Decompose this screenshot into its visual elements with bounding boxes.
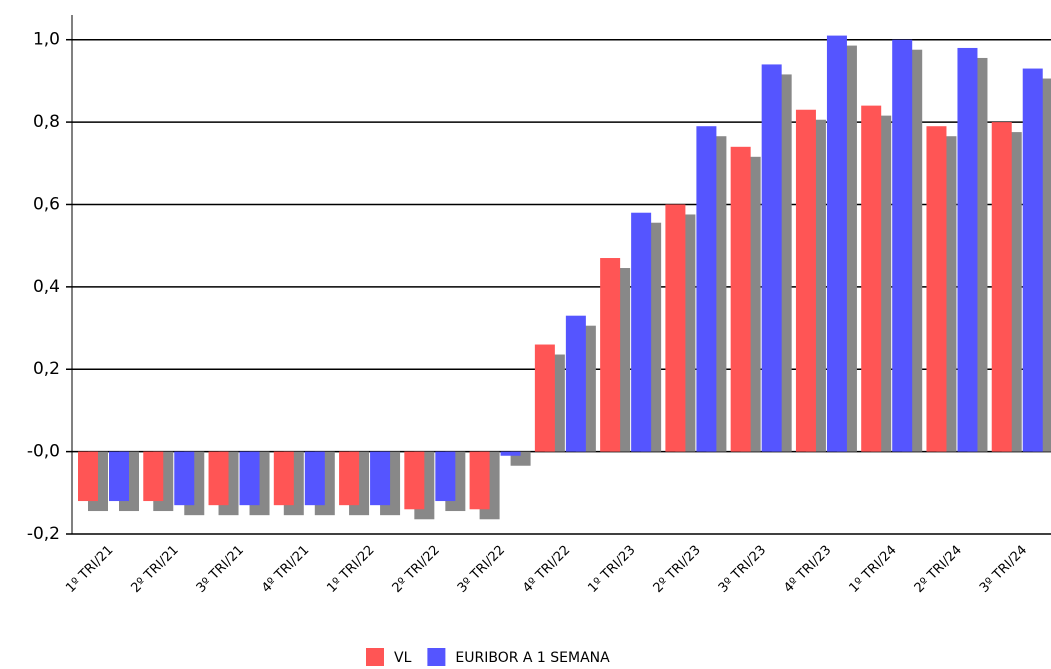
bar (826, 35, 847, 452)
bar (861, 105, 882, 452)
bar (435, 451, 456, 502)
x-tick-label: 1º TRI/24 (846, 543, 899, 596)
y-tick-label: 0,2 (33, 359, 60, 379)
bar (565, 315, 586, 452)
y-tick-label: 1,0 (33, 30, 60, 50)
x-tick-label: 2º TRI/24 (912, 543, 965, 596)
x-tick-label: 3º TRI/21 (194, 543, 247, 596)
bar (761, 64, 782, 452)
legend-swatch (366, 648, 384, 666)
y-tick-label: 0,6 (33, 194, 60, 214)
x-tick-label: 4º TRI/21 (259, 543, 312, 596)
y-tick-label: -0,2 (27, 524, 60, 544)
bar (730, 146, 751, 452)
y-tick-label: 0,4 (33, 277, 60, 297)
bar (143, 451, 164, 502)
bar (957, 47, 978, 452)
x-tick-label: 2º TRI/23 (651, 543, 704, 596)
x-tick-label: 4º TRI/22 (520, 543, 573, 596)
bar (273, 451, 294, 506)
bar (1022, 68, 1043, 452)
legend-label: EURIBOR A 1 SEMANA (455, 650, 610, 666)
bar (304, 451, 325, 506)
bar (795, 109, 816, 452)
x-tick-label: 3º TRI/23 (716, 543, 769, 596)
y-tick-label: -0,0 (27, 442, 60, 462)
bar (926, 126, 947, 452)
bar (339, 451, 360, 506)
bar (991, 122, 1012, 452)
x-tick-label: 3º TRI/22 (455, 543, 508, 596)
bar (631, 212, 652, 452)
x-tick-label: 2º TRI/22 (390, 543, 443, 596)
bar (600, 258, 621, 452)
bar (239, 451, 260, 506)
x-tick-label: 4º TRI/23 (781, 543, 834, 596)
bar (208, 451, 229, 506)
bar (665, 204, 686, 452)
bar (370, 451, 391, 506)
bar (78, 451, 98, 502)
bar (500, 451, 521, 456)
y-tick-label: 0,8 (33, 112, 60, 132)
x-tick-label: 3º TRI/24 (977, 543, 1030, 596)
bar (469, 451, 490, 510)
bar (892, 39, 913, 452)
bar (404, 451, 425, 510)
bar (109, 451, 129, 502)
bar (534, 344, 555, 452)
x-tick-label: 2º TRI/21 (129, 543, 182, 596)
x-tick-label: 1º TRI/23 (585, 543, 638, 596)
legend-label: VL (394, 650, 412, 666)
legend-swatch (427, 648, 446, 666)
x-tick-label: 1º TRI/22 (324, 543, 377, 596)
bar (174, 451, 195, 506)
bar (696, 126, 717, 452)
x-tick-label: 1º TRI/21 (63, 543, 116, 596)
